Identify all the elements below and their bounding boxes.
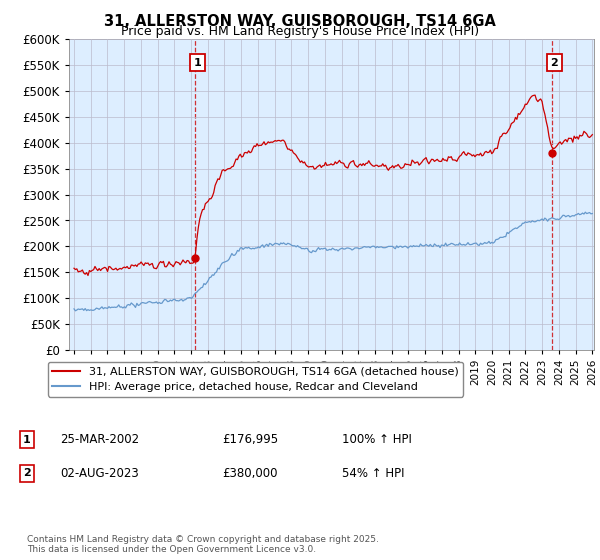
Text: 100% ↑ HPI: 100% ↑ HPI (342, 433, 412, 446)
Text: £380,000: £380,000 (222, 466, 277, 480)
Text: £176,995: £176,995 (222, 433, 278, 446)
Legend: 31, ALLERSTON WAY, GUISBOROUGH, TS14 6GA (detached house), HPI: Average price, d: 31, ALLERSTON WAY, GUISBOROUGH, TS14 6GA… (47, 362, 463, 396)
Text: 2: 2 (23, 468, 31, 478)
Text: 31, ALLERSTON WAY, GUISBOROUGH, TS14 6GA: 31, ALLERSTON WAY, GUISBOROUGH, TS14 6GA (104, 14, 496, 29)
Text: Contains HM Land Registry data © Crown copyright and database right 2025.
This d: Contains HM Land Registry data © Crown c… (27, 535, 379, 554)
Text: 1: 1 (194, 58, 201, 68)
Text: 2: 2 (550, 58, 558, 68)
Text: 1: 1 (23, 435, 31, 445)
Text: 54% ↑ HPI: 54% ↑ HPI (342, 466, 404, 480)
Text: 02-AUG-2023: 02-AUG-2023 (60, 466, 139, 480)
Text: Price paid vs. HM Land Registry's House Price Index (HPI): Price paid vs. HM Land Registry's House … (121, 25, 479, 38)
Text: 25-MAR-2002: 25-MAR-2002 (60, 433, 139, 446)
